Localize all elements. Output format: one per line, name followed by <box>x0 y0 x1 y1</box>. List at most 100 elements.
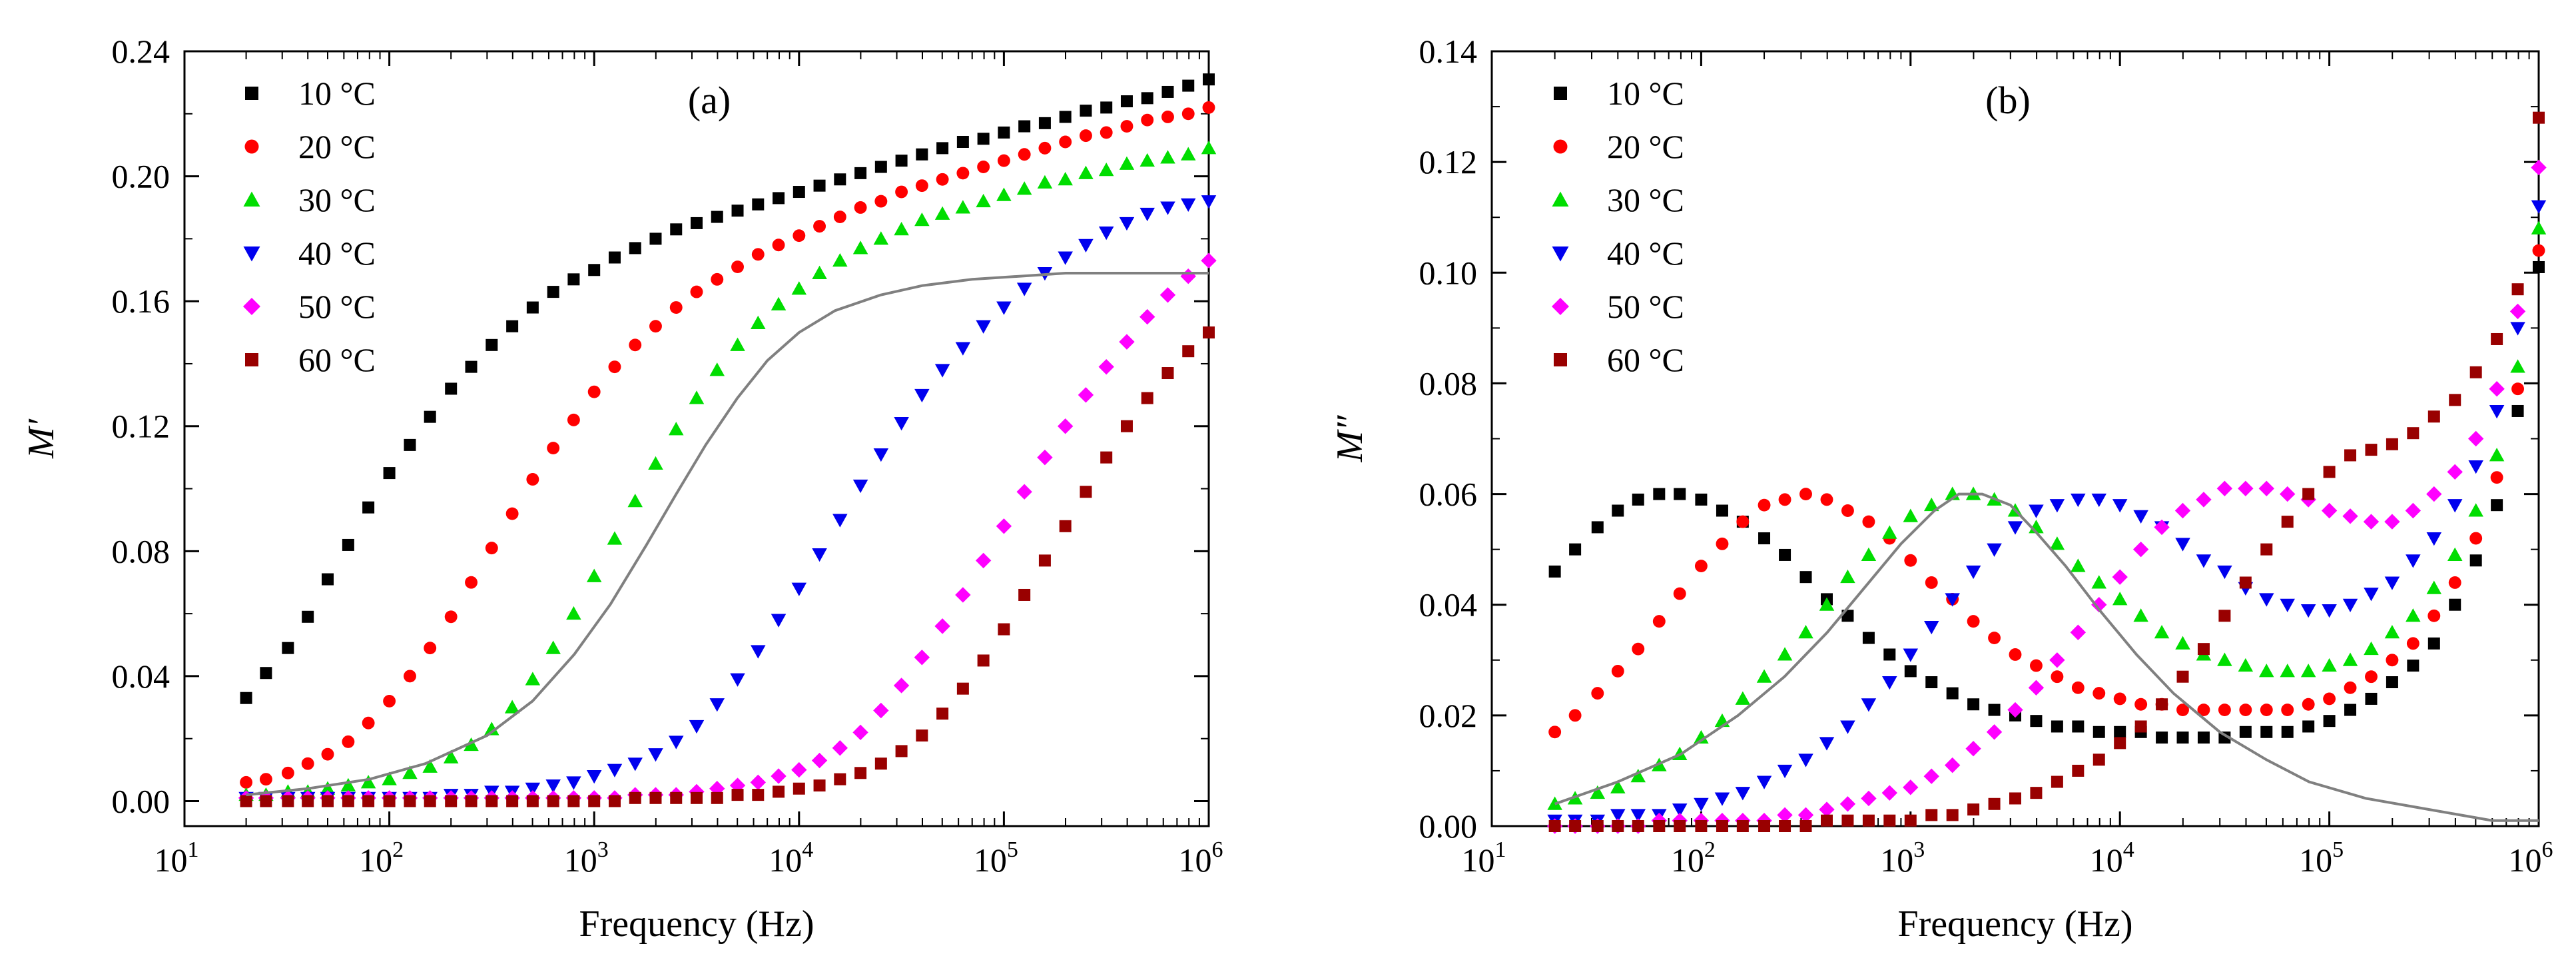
data-point <box>1568 709 1582 722</box>
data-point <box>424 795 436 807</box>
legend-label: 20 °C <box>298 128 376 165</box>
data-point <box>465 360 478 373</box>
data-point <box>2049 499 2065 513</box>
data-point <box>1182 79 1195 92</box>
data-point <box>916 729 928 742</box>
data-point <box>752 789 765 801</box>
data-point <box>443 749 459 763</box>
data-point <box>322 573 334 586</box>
data-point <box>2093 687 2106 700</box>
data-point <box>1839 796 1856 812</box>
data-point <box>1716 820 1728 832</box>
data-point <box>445 795 458 807</box>
data-point <box>1141 113 1154 127</box>
data-point <box>1946 809 1959 821</box>
data-point <box>2239 704 2252 717</box>
data-point <box>2281 704 2294 717</box>
legend-marker <box>1553 139 1568 154</box>
data-point <box>2091 575 2107 589</box>
data-point <box>1819 597 1835 611</box>
data-point <box>362 795 375 807</box>
data-point <box>2281 726 2294 738</box>
data-point <box>955 200 971 214</box>
data-point <box>1591 521 1604 534</box>
data-point <box>547 442 560 455</box>
data-point <box>914 650 930 666</box>
data-point <box>874 757 887 770</box>
y-tick-label: 0.06 <box>1419 476 1478 513</box>
data-point <box>2531 200 2547 214</box>
data-point <box>2091 493 2107 508</box>
data-point <box>2469 554 2482 567</box>
data-point <box>465 576 478 589</box>
data-point <box>422 759 438 773</box>
data-point <box>1736 820 1749 832</box>
data-point <box>1059 135 1072 149</box>
data-point <box>2365 444 2378 456</box>
data-point <box>2112 569 2128 585</box>
data-point <box>751 248 765 261</box>
data-point <box>2509 303 2526 320</box>
data-point <box>2468 503 2483 517</box>
data-point <box>342 795 354 807</box>
data-point <box>607 531 623 545</box>
x-tick-label: 104 <box>769 837 813 879</box>
legend-label: 40 °C <box>298 235 376 272</box>
data-point <box>936 708 949 720</box>
data-point <box>811 752 828 769</box>
legend-label: 10 °C <box>1607 75 1684 112</box>
data-point <box>1610 779 1626 793</box>
data-point <box>2447 499 2463 513</box>
data-point <box>977 161 990 173</box>
x-tick-label: 101 <box>1462 837 1506 879</box>
data-point <box>852 241 868 254</box>
data-point <box>854 767 867 779</box>
data-point <box>281 766 294 779</box>
data-point <box>608 360 621 374</box>
data-point <box>505 507 519 520</box>
data-point <box>2510 359 2525 373</box>
legend-label: 30 °C <box>1607 181 1684 219</box>
data-point <box>545 779 561 793</box>
data-point <box>2406 554 2421 568</box>
data-point <box>791 582 807 596</box>
y-tick-label: 0.02 <box>1419 697 1478 734</box>
data-point <box>1078 387 1094 403</box>
data-point <box>1716 537 1729 550</box>
data-point <box>2029 659 2043 672</box>
data-point <box>2071 558 2086 572</box>
fit-curve <box>1554 492 2539 822</box>
data-point <box>1820 493 1833 506</box>
data-point <box>1548 565 1561 578</box>
data-point <box>729 777 746 793</box>
data-point <box>1735 787 1751 801</box>
data-point <box>2051 670 2064 684</box>
legend-marker <box>243 246 260 262</box>
data-point <box>689 783 705 800</box>
data-point <box>873 702 889 719</box>
data-point <box>404 438 416 451</box>
data-point <box>1078 165 1094 179</box>
data-point <box>1610 809 1626 823</box>
data-point <box>1203 326 1215 339</box>
data-point <box>793 229 806 243</box>
x-axis-title: Frequency (Hz) <box>1898 903 2133 945</box>
data-point <box>2427 609 2441 622</box>
data-point <box>485 795 498 807</box>
data-point <box>2071 681 2085 694</box>
data-point <box>2175 636 2190 650</box>
data-point <box>833 211 846 223</box>
data-point <box>2302 488 2315 500</box>
data-point <box>2344 449 2357 462</box>
data-point <box>2342 508 2358 524</box>
data-point <box>2302 698 2315 711</box>
data-point <box>1967 803 1980 816</box>
data-point <box>773 192 785 205</box>
data-point <box>444 610 458 624</box>
data-point <box>915 179 928 193</box>
data-point <box>998 126 1010 139</box>
data-point <box>711 791 723 804</box>
data-point <box>1119 217 1135 231</box>
data-point <box>832 740 848 756</box>
data-point <box>2449 598 2461 611</box>
